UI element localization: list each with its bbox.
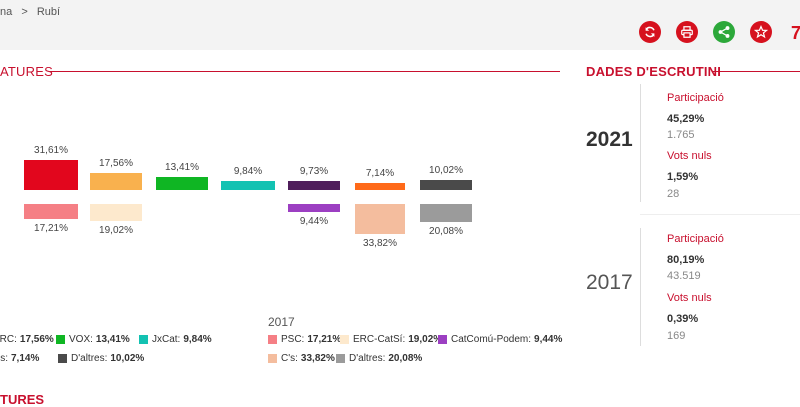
- year-divider: [640, 228, 641, 346]
- bar-label-2021-4: 9,73%: [299, 165, 329, 177]
- legend-value: 13,41%: [95, 334, 130, 345]
- bar-label-2021-0: 31,61%: [34, 145, 68, 156]
- bar-label-2017-1: 19,02%: [99, 224, 133, 236]
- bar-label-2021-5: 7,14%: [365, 168, 395, 180]
- legend-swatch: [58, 354, 67, 363]
- breadcrumb-current: Rubí: [36, 6, 61, 18]
- share-button[interactable]: [713, 21, 735, 43]
- legend-swatch: [438, 335, 447, 344]
- results-chart: 31,61% 17,56% 13,41% 9,84% 9,73% 7,14% 10,02% 1…: [0, 130, 560, 250]
- legend-label: JxCat:: [152, 334, 181, 345]
- bar-label-2017-4: 9,44%: [299, 216, 329, 228]
- share-icon: [718, 26, 730, 38]
- vots-nuls-count: 28: [667, 188, 680, 200]
- legend-item: ERC:17,56%: [0, 334, 54, 345]
- legend-value: 9,84%: [183, 334, 212, 345]
- star-icon: [754, 25, 768, 39]
- legend-value: 17,56%: [19, 334, 54, 345]
- bar-2017-4: [288, 204, 340, 213]
- bar-label-2017-6: 20,08%: [429, 225, 463, 237]
- bar-label-2021-2: 13,41%: [165, 162, 199, 174]
- vots-nuls-pct: 0,39%: [667, 313, 699, 325]
- bar-2017-1: [90, 204, 142, 221]
- bar-2021-3: [221, 180, 275, 190]
- legend-swatch: [268, 354, 277, 363]
- refresh-icon: [645, 26, 655, 38]
- bar-2021-2: [156, 177, 208, 190]
- bar-label-2017-0: 17,21%: [34, 223, 68, 235]
- legend-value: 20,08%: [388, 353, 423, 364]
- bar-label-2021-1: 17,56%: [99, 158, 133, 170]
- participacio-label: Participació: [667, 233, 724, 245]
- section-divider: [50, 71, 560, 72]
- participacio-pct: 80,19%: [667, 254, 705, 266]
- participacio-label: Participació: [667, 92, 724, 104]
- bar-label-2017-5: 33,82%: [363, 238, 397, 249]
- vots-nuls-label: Vots nuls: [667, 292, 712, 304]
- section-title-escrutini: DADES D'ESCRUTINI: [586, 64, 722, 79]
- breadcrumb-separator: >: [21, 6, 28, 18]
- participacio-count: 43.519: [667, 270, 701, 282]
- favorite-button[interactable]: [750, 21, 772, 43]
- legend-value: 17,21%: [307, 334, 342, 345]
- legend-item: ERC-CatSí: 19,02%: [340, 334, 442, 345]
- participacio-count: 1.765: [667, 129, 695, 141]
- vots-nuls-pct: 1,59%: [667, 171, 699, 183]
- bar-2017-5: [355, 204, 405, 234]
- legend-label: D'altres:: [71, 353, 108, 364]
- legend-value: 10,02%: [110, 353, 145, 364]
- legend-item: Cs:7,14%: [0, 353, 39, 364]
- legend-swatch: [56, 335, 65, 344]
- legend-value: 7,14%: [11, 353, 40, 364]
- legend-label: ERC:: [0, 334, 17, 345]
- top-bar: [0, 0, 800, 50]
- refresh-button[interactable]: [639, 21, 661, 43]
- legend-value: 9,44%: [534, 334, 563, 345]
- legend-label: CatComú-Podem:: [451, 334, 532, 345]
- legend-value: 19,02%: [408, 334, 443, 345]
- bar-2021-1: [90, 173, 142, 190]
- legend-item: C's: 33,82%: [268, 353, 335, 364]
- year-divider: [640, 84, 641, 202]
- legend-item: VOX: 13,41%: [56, 334, 130, 345]
- legend-item: D'altres: 20,08%: [336, 353, 422, 364]
- row-divider: [640, 214, 800, 215]
- section-title-candidatures: ATURES: [0, 64, 53, 79]
- section-divider: [712, 71, 800, 72]
- breadcrumb: na > Rubí: [0, 6, 66, 18]
- legend-label: PSC:: [281, 334, 305, 345]
- year-2021: 2021: [586, 128, 633, 151]
- legend-swatch: [336, 354, 345, 363]
- legend-label: D'altres:: [349, 353, 386, 364]
- bar-2021-5: [355, 183, 405, 190]
- legend-label: ERC-CatSí:: [353, 334, 406, 345]
- bar-label-2021-3: 9,84%: [233, 165, 263, 177]
- bar-2021-6: [420, 180, 472, 190]
- year-2017: 2017: [586, 271, 633, 294]
- legend-item: D'altres: 10,02%: [58, 353, 144, 364]
- print-button[interactable]: [676, 21, 698, 43]
- bar-2021-4: [288, 180, 340, 190]
- bar-2021-0: [24, 160, 78, 190]
- legend-item: CatComú-Podem: 9,44%: [438, 334, 562, 345]
- legend-label: C's:: [281, 353, 298, 364]
- bar-label-2021-6: 10,02%: [429, 165, 463, 177]
- legend-label: Cs:: [0, 353, 8, 364]
- vots-nuls-label: Vots nuls: [667, 150, 712, 162]
- breadcrumb-link[interactable]: na: [0, 6, 13, 18]
- legend-value: 33,82%: [300, 353, 335, 364]
- legend-swatch: [139, 335, 148, 344]
- legend-swatch: [268, 335, 277, 344]
- printer-icon: [681, 26, 693, 38]
- legend-year: 2017: [268, 315, 295, 329]
- legend-label: VOX:: [69, 334, 93, 345]
- legend-item: PSC: 17,21%: [268, 334, 341, 345]
- toolbar-cut-text: 7: [791, 23, 800, 43]
- vots-nuls-count: 169: [667, 330, 686, 342]
- bar-2017-6: [420, 204, 472, 222]
- participacio-pct: 45,29%: [667, 113, 705, 125]
- legend-swatch: [340, 335, 349, 344]
- bar-2017-0: [24, 204, 78, 220]
- legend-item: JxCat: 9,84%: [139, 334, 212, 345]
